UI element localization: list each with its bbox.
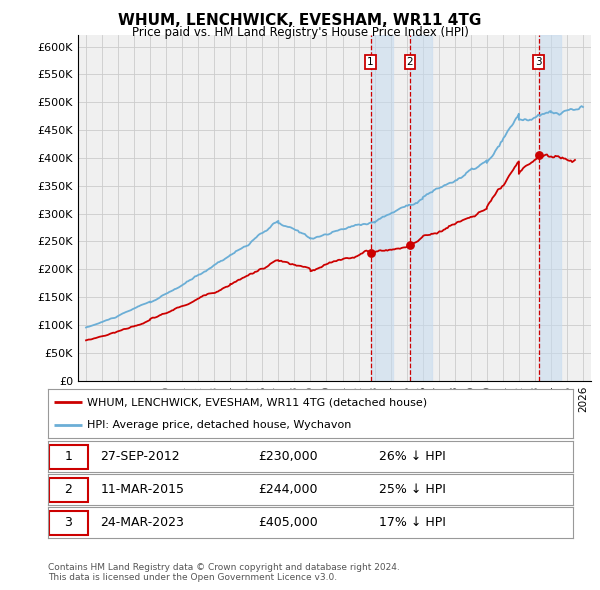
Text: WHUM, LENCHWICK, EVESHAM, WR11 4TG (detached house): WHUM, LENCHWICK, EVESHAM, WR11 4TG (deta…	[88, 398, 427, 408]
Point	[366, 248, 376, 257]
Text: £244,000: £244,000	[258, 483, 317, 496]
Text: 3: 3	[65, 516, 73, 529]
Point	[534, 150, 544, 160]
Text: 1: 1	[65, 450, 73, 463]
Text: WHUM, LENCHWICK, EVESHAM, WR11 4TG: WHUM, LENCHWICK, EVESHAM, WR11 4TG	[118, 13, 482, 28]
Text: HPI: Average price, detached house, Wychavon: HPI: Average price, detached house, Wych…	[88, 419, 352, 430]
FancyBboxPatch shape	[49, 445, 88, 468]
Text: 3: 3	[535, 57, 542, 67]
FancyBboxPatch shape	[49, 478, 88, 502]
Text: 2: 2	[65, 483, 73, 496]
FancyBboxPatch shape	[49, 511, 88, 535]
Text: 27-SEP-2012: 27-SEP-2012	[101, 450, 180, 463]
Bar	[371, 35, 393, 381]
Text: 24-MAR-2023: 24-MAR-2023	[101, 516, 184, 529]
Text: Price paid vs. HM Land Registry's House Price Index (HPI): Price paid vs. HM Land Registry's House …	[131, 26, 469, 39]
Point	[405, 240, 415, 250]
Text: 11-MAR-2015: 11-MAR-2015	[101, 483, 185, 496]
Text: 2: 2	[407, 57, 413, 67]
Text: 1: 1	[367, 57, 374, 67]
Text: £230,000: £230,000	[258, 450, 317, 463]
Text: 25% ↓ HPI: 25% ↓ HPI	[379, 483, 446, 496]
Bar	[539, 35, 561, 381]
Text: Contains HM Land Registry data © Crown copyright and database right 2024.
This d: Contains HM Land Registry data © Crown c…	[48, 563, 400, 582]
Text: £405,000: £405,000	[258, 516, 318, 529]
Text: 26% ↓ HPI: 26% ↓ HPI	[379, 450, 445, 463]
Text: 17% ↓ HPI: 17% ↓ HPI	[379, 516, 446, 529]
Bar	[410, 35, 432, 381]
